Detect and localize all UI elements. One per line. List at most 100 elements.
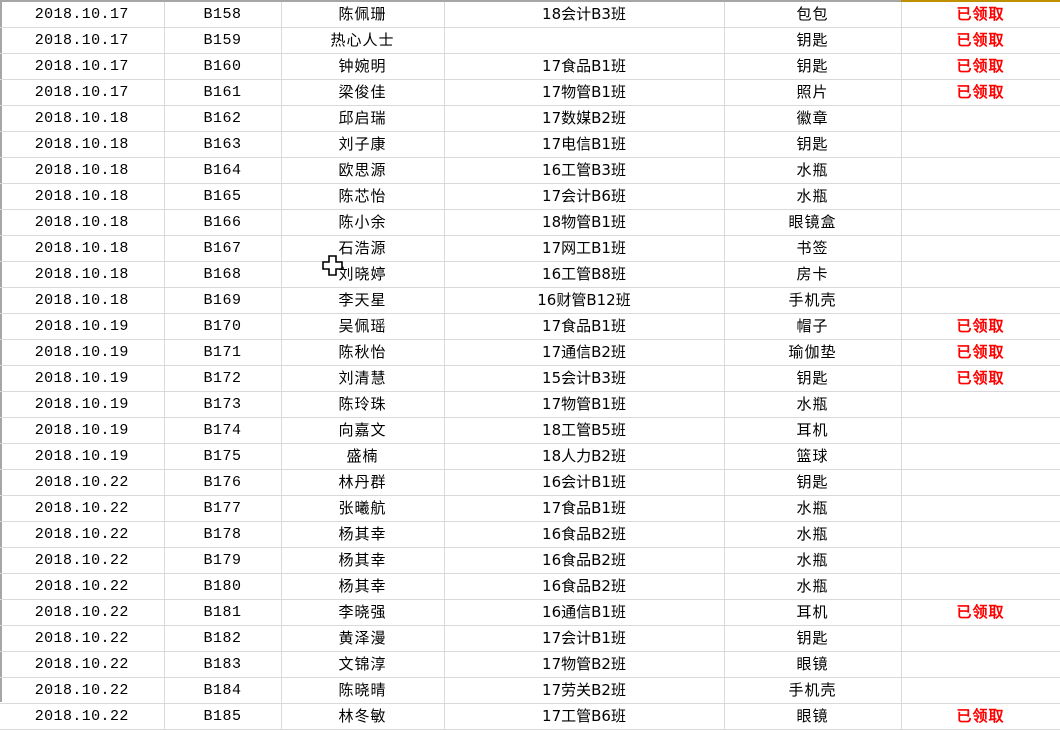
cell-status[interactable]: 已领取	[901, 339, 1060, 366]
cell-item[interactable]: 水瓶	[724, 521, 902, 548]
cell-item[interactable]: 耳机	[724, 599, 902, 626]
cell-item[interactable]: 房卡	[724, 261, 902, 288]
cell-item[interactable]: 照片	[724, 79, 902, 106]
cell-status[interactable]	[901, 469, 1060, 496]
cell-item[interactable]: 水瓶	[724, 547, 902, 574]
cell-date[interactable]: 2018.10.22	[0, 651, 165, 678]
cell-date[interactable]: 2018.10.22	[0, 677, 165, 704]
table-row[interactable]: 2018.10.22 B180 杨其幸 16食品B2班 水瓶	[0, 573, 1060, 600]
cell-code[interactable]: B183	[164, 651, 282, 678]
cell-item[interactable]: 水瓶	[724, 391, 902, 418]
cell-item[interactable]: 水瓶	[724, 495, 902, 522]
cell-item[interactable]: 钥匙	[724, 469, 902, 496]
cell-status[interactable]	[901, 495, 1060, 522]
table-row[interactable]: 2018.10.18 B168 刘晓婷 16工管B8班 房卡	[0, 261, 1060, 288]
cell-class[interactable]: 17工管B6班	[444, 703, 725, 730]
cell-item[interactable]: 眼镜盒	[724, 209, 902, 236]
cell-class[interactable]: 17电信B1班	[444, 131, 725, 158]
cell-class[interactable]: 16工管B3班	[444, 157, 725, 184]
table-row[interactable]: 2018.10.22 B185 林冬敏 17工管B6班 眼镜 已领取	[0, 703, 1060, 730]
cell-status[interactable]	[901, 677, 1060, 704]
table-row[interactable]: 2018.10.18 B166 陈小余 18物管B1班 眼镜盒	[0, 209, 1060, 236]
cell-date[interactable]: 2018.10.19	[0, 443, 165, 470]
table-row[interactable]: 2018.10.19 B174 向嘉文 18工管B5班 耳机	[0, 417, 1060, 444]
cell-item[interactable]: 篮球	[724, 443, 902, 470]
cell-date[interactable]: 2018.10.18	[0, 131, 165, 158]
table-row[interactable]: 2018.10.18 B162 邱启瑞 17数媒B2班 徽章	[0, 105, 1060, 132]
cell-status[interactable]	[901, 131, 1060, 158]
cell-class[interactable]: 17食品B1班	[444, 495, 725, 522]
table-row[interactable]: 2018.10.22 B183 文锦淳 17物管B2班 眼镜	[0, 651, 1060, 678]
cell-status[interactable]	[901, 417, 1060, 444]
cell-status[interactable]	[901, 547, 1060, 574]
table-row[interactable]: 2018.10.18 B164 欧思源 16工管B3班 水瓶	[0, 157, 1060, 184]
cell-class[interactable]: 18物管B1班	[444, 209, 725, 236]
cell-status[interactable]: 已领取	[901, 313, 1060, 340]
cell-date[interactable]: 2018.10.18	[0, 261, 165, 288]
cell-item[interactable]: 眼镜	[724, 703, 902, 730]
cell-name[interactable]: 钟婉明	[281, 53, 445, 80]
table-row[interactable]: 2018.10.17 B159 热心人士 钥匙 已领取	[0, 27, 1060, 54]
cell-name[interactable]: 张曦航	[281, 495, 445, 522]
table-row[interactable]: 2018.10.19 B173 陈玲珠 17物管B1班 水瓶	[0, 391, 1060, 418]
cell-code[interactable]: B160	[164, 53, 282, 80]
cell-code[interactable]: B181	[164, 599, 282, 626]
cell-class[interactable]	[444, 27, 725, 54]
cell-date[interactable]: 2018.10.19	[0, 339, 165, 366]
cell-date[interactable]: 2018.10.19	[0, 417, 165, 444]
cell-class[interactable]: 18人力B2班	[444, 443, 725, 470]
cell-status[interactable]	[901, 521, 1060, 548]
cell-name[interactable]: 李天星	[281, 287, 445, 314]
cell-class[interactable]: 17网工B1班	[444, 235, 725, 262]
cell-name[interactable]: 热心人士	[281, 27, 445, 54]
cell-class[interactable]: 17物管B1班	[444, 391, 725, 418]
cell-name[interactable]: 杨其幸	[281, 547, 445, 574]
cell-status[interactable]	[901, 157, 1060, 184]
cell-item[interactable]: 钥匙	[724, 27, 902, 54]
cell-code[interactable]: B184	[164, 677, 282, 704]
cell-status[interactable]	[901, 573, 1060, 600]
cell-class[interactable]: 16食品B2班	[444, 521, 725, 548]
cell-status[interactable]	[901, 209, 1060, 236]
cell-code[interactable]: B175	[164, 443, 282, 470]
cell-code[interactable]: B185	[164, 703, 282, 730]
cell-date[interactable]: 2018.10.19	[0, 313, 165, 340]
cell-name[interactable]: 刘子康	[281, 131, 445, 158]
cell-class[interactable]: 16食品B2班	[444, 547, 725, 574]
cell-code[interactable]: B161	[164, 79, 282, 106]
cell-code[interactable]: B174	[164, 417, 282, 444]
cell-class[interactable]: 16食品B2班	[444, 573, 725, 600]
table-row[interactable]: 2018.10.22 B179 杨其幸 16食品B2班 水瓶	[0, 547, 1060, 574]
cell-status[interactable]	[901, 105, 1060, 132]
cell-item[interactable]: 手机壳	[724, 287, 902, 314]
cell-status[interactable]	[901, 391, 1060, 418]
cell-date[interactable]: 2018.10.17	[0, 53, 165, 80]
cell-code[interactable]: B165	[164, 183, 282, 210]
cell-class[interactable]: 17会计B1班	[444, 625, 725, 652]
cell-item[interactable]: 眼镜	[724, 651, 902, 678]
cell-date[interactable]: 2018.10.17	[0, 79, 165, 106]
cell-item[interactable]: 耳机	[724, 417, 902, 444]
cell-name[interactable]: 杨其幸	[281, 573, 445, 600]
cell-item[interactable]: 手机壳	[724, 677, 902, 704]
cell-code[interactable]: B170	[164, 313, 282, 340]
table-row[interactable]: 2018.10.18 B163 刘子康 17电信B1班 钥匙	[0, 131, 1060, 158]
cell-item[interactable]: 钥匙	[724, 53, 902, 80]
cell-code[interactable]: B158	[164, 2, 282, 28]
cell-name[interactable]: 杨其幸	[281, 521, 445, 548]
cell-name[interactable]: 陈小余	[281, 209, 445, 236]
cell-status[interactable]	[901, 651, 1060, 678]
cell-status[interactable]: 已领取	[901, 79, 1060, 106]
table-row[interactable]: 2018.10.22 B177 张曦航 17食品B1班 水瓶	[0, 495, 1060, 522]
cell-name[interactable]: 刘清慧	[281, 365, 445, 392]
cell-status[interactable]	[901, 261, 1060, 288]
cell-date[interactable]: 2018.10.22	[0, 547, 165, 574]
table-row[interactable]: 2018.10.18 B165 陈芯怡 17会计B6班 水瓶	[0, 183, 1060, 210]
cell-item[interactable]: 徽章	[724, 105, 902, 132]
cell-name[interactable]: 陈玲珠	[281, 391, 445, 418]
cell-class[interactable]: 17会计B6班	[444, 183, 725, 210]
cell-class[interactable]: 16会计B1班	[444, 469, 725, 496]
cell-class[interactable]: 18会计B3班	[444, 2, 725, 28]
